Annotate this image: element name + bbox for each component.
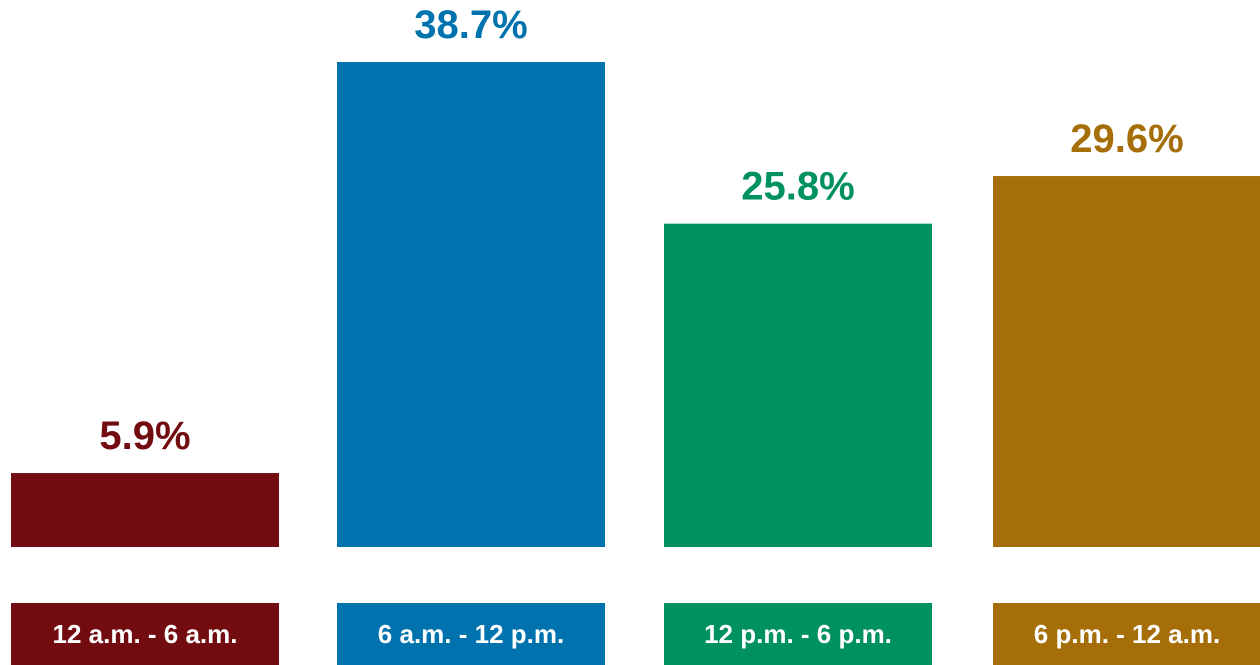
bar [993,176,1260,547]
bar [664,223,932,547]
bar-value-label: 25.8% [741,165,854,209]
category-tick-label: 12 p.m. - 6 p.m. [704,619,892,649]
category-label-box [11,603,279,665]
category-label-box [337,603,605,665]
bar-value-label: 5.9% [99,414,190,458]
category-tick-label: 12 a.m. - 6 a.m. [53,619,238,649]
bar [11,473,279,547]
bar-value-label: 29.6% [1070,117,1183,161]
bar [337,62,605,547]
category-labels-group: 12 a.m. - 6 a.m. 6 a.m. - 12 p.m. 12 p.m. … [53,619,1221,649]
category-boxes-group [11,603,1260,665]
bar-value-label: 38.7% [414,3,527,47]
category-label-box [993,603,1260,665]
category-tick-label: 6 a.m. - 12 p.m. [378,619,564,649]
value-labels-group: 5.9% 38.7% 25.8% 29.6% [99,3,1183,458]
category-tick-label: 6 p.m. - 12 a.m. [1034,619,1220,649]
bars-group [11,62,1260,547]
category-label-box [664,603,932,665]
